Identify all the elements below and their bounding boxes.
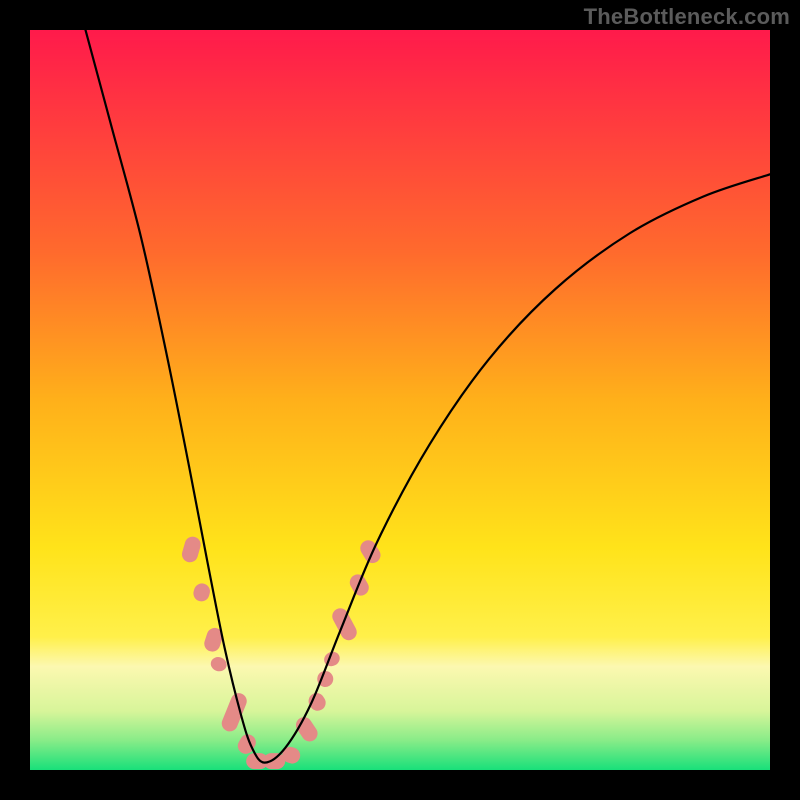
data-marker	[329, 605, 359, 643]
data-markers	[180, 535, 383, 769]
data-marker	[209, 655, 229, 673]
data-marker	[180, 535, 203, 564]
plot-area	[30, 30, 770, 770]
data-marker	[263, 753, 285, 769]
data-marker	[357, 537, 383, 566]
bottleneck-curve	[86, 30, 771, 763]
chart-frame: TheBottleneck.com	[0, 0, 800, 800]
watermark-text: TheBottleneck.com	[584, 4, 790, 30]
data-marker	[192, 582, 212, 604]
curve-layer	[30, 30, 770, 770]
